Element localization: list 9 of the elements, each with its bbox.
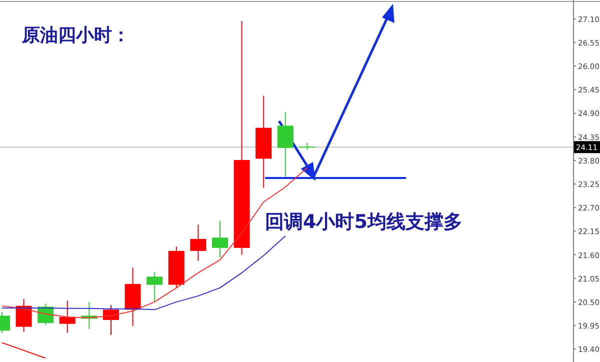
candlestick	[146, 271, 163, 302]
candlestick	[212, 220, 228, 258]
candlestick	[277, 111, 294, 178]
text: 原油四小时：	[21, 25, 130, 46]
candlestick	[16, 298, 32, 332]
candlestick	[59, 300, 76, 334]
annotation: 回调4小时5均线支撑多	[265, 211, 462, 233]
candlestick	[190, 224, 206, 262]
candlestick	[103, 304, 119, 336]
